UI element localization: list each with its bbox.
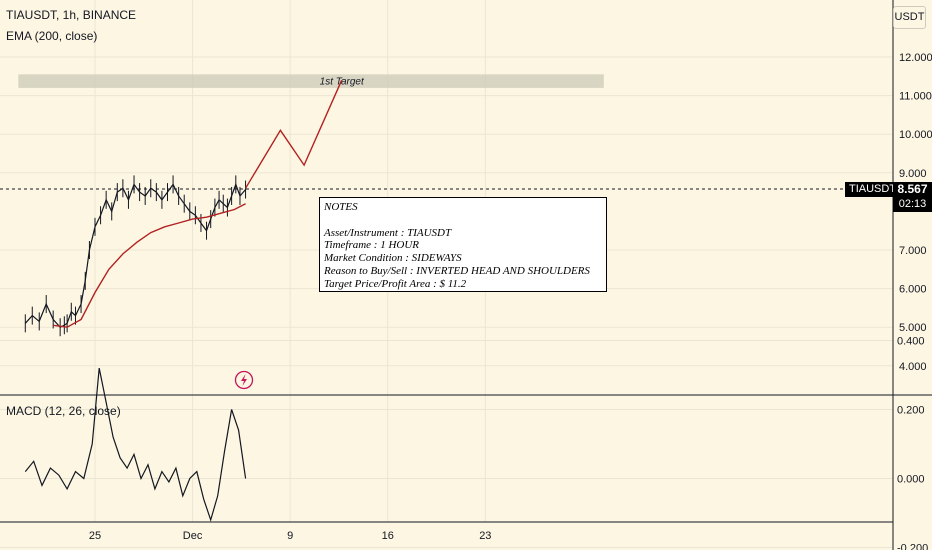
- price-line: [24, 182, 247, 328]
- notes-line: Asset/Instrument : TIAUSDT: [324, 226, 452, 239]
- macd-legend[interactable]: MACD (12, 26, close): [6, 404, 121, 418]
- price-series: [24, 175, 247, 337]
- ema-legend[interactable]: EMA (200, close): [6, 29, 98, 43]
- ema-line: [53, 203, 246, 328]
- time-axis[interactable]: 25 Dec 9 16 23: [89, 530, 492, 542]
- macd-tick-label: -0.200: [897, 543, 928, 550]
- price-tick-label: 11.000: [899, 91, 932, 103]
- symbol-price-tag: TIAUSDT: [845, 182, 901, 197]
- notes-box[interactable]: NOTES Asset/Instrument : TIAUSDT Timefra…: [319, 197, 607, 292]
- time-tick-label: 9: [287, 530, 293, 542]
- ema-series: [53, 203, 246, 328]
- price-tick-label: 12.000: [899, 52, 932, 64]
- price-axis[interactable]: 12.000 11.000 10.000 9.000 7.000 6.000 5.000 4.…: [899, 52, 932, 373]
- symbol-legend[interactable]: TIAUSDT, 1h, BINANCE: [6, 8, 137, 22]
- time-tick-label: 25: [89, 530, 101, 542]
- notes-line: Timeframe : 1 HOUR: [324, 239, 420, 252]
- price-tick-label: 9.000: [899, 168, 927, 180]
- price-tick-label: 7.000: [899, 245, 927, 257]
- time-tick-label: Dec: [183, 530, 203, 542]
- notes-line: Target Price/Profit Area : $ 11.2: [324, 277, 467, 290]
- notes-line: Market Condition : SIDEWAYS: [324, 252, 462, 265]
- macd-tick-label: 0.000: [897, 474, 925, 486]
- macd-tick-label: 0.200: [897, 405, 925, 417]
- price-tick-label: 4.000: [899, 361, 927, 373]
- macd-line: [24, 367, 247, 522]
- price-tick-label: 5.000: [899, 322, 927, 334]
- price-tick-label: 6.000: [899, 284, 927, 296]
- replay-button[interactable]: [234, 370, 254, 390]
- macd-tick-label: 0.400: [897, 336, 925, 348]
- currency-label: USDT: [894, 11, 925, 23]
- macd-axis[interactable]: 0.400 0.200 0.000 -0.200: [897, 336, 928, 550]
- target-zone-label: 1st Target: [320, 76, 365, 87]
- notes-line: Reason to Buy/Sell : INVERTED HEAD AND S…: [324, 264, 590, 277]
- macd-series: [24, 367, 247, 522]
- lightning-icon: [241, 374, 247, 386]
- projection-path[interactable]: [245, 79, 343, 189]
- last-price-tag: 8.567: [893, 182, 932, 197]
- price-tick-label: 10.000: [899, 129, 932, 141]
- time-tick-label: 23: [479, 530, 491, 542]
- time-tick-label: 16: [382, 530, 394, 542]
- currency-button[interactable]: USDT: [893, 6, 926, 29]
- bar-countdown: 02:13: [893, 197, 932, 212]
- notes-title: NOTES: [324, 201, 358, 213]
- target-zone[interactable]: [18, 74, 604, 88]
- projection-line: [245, 79, 343, 189]
